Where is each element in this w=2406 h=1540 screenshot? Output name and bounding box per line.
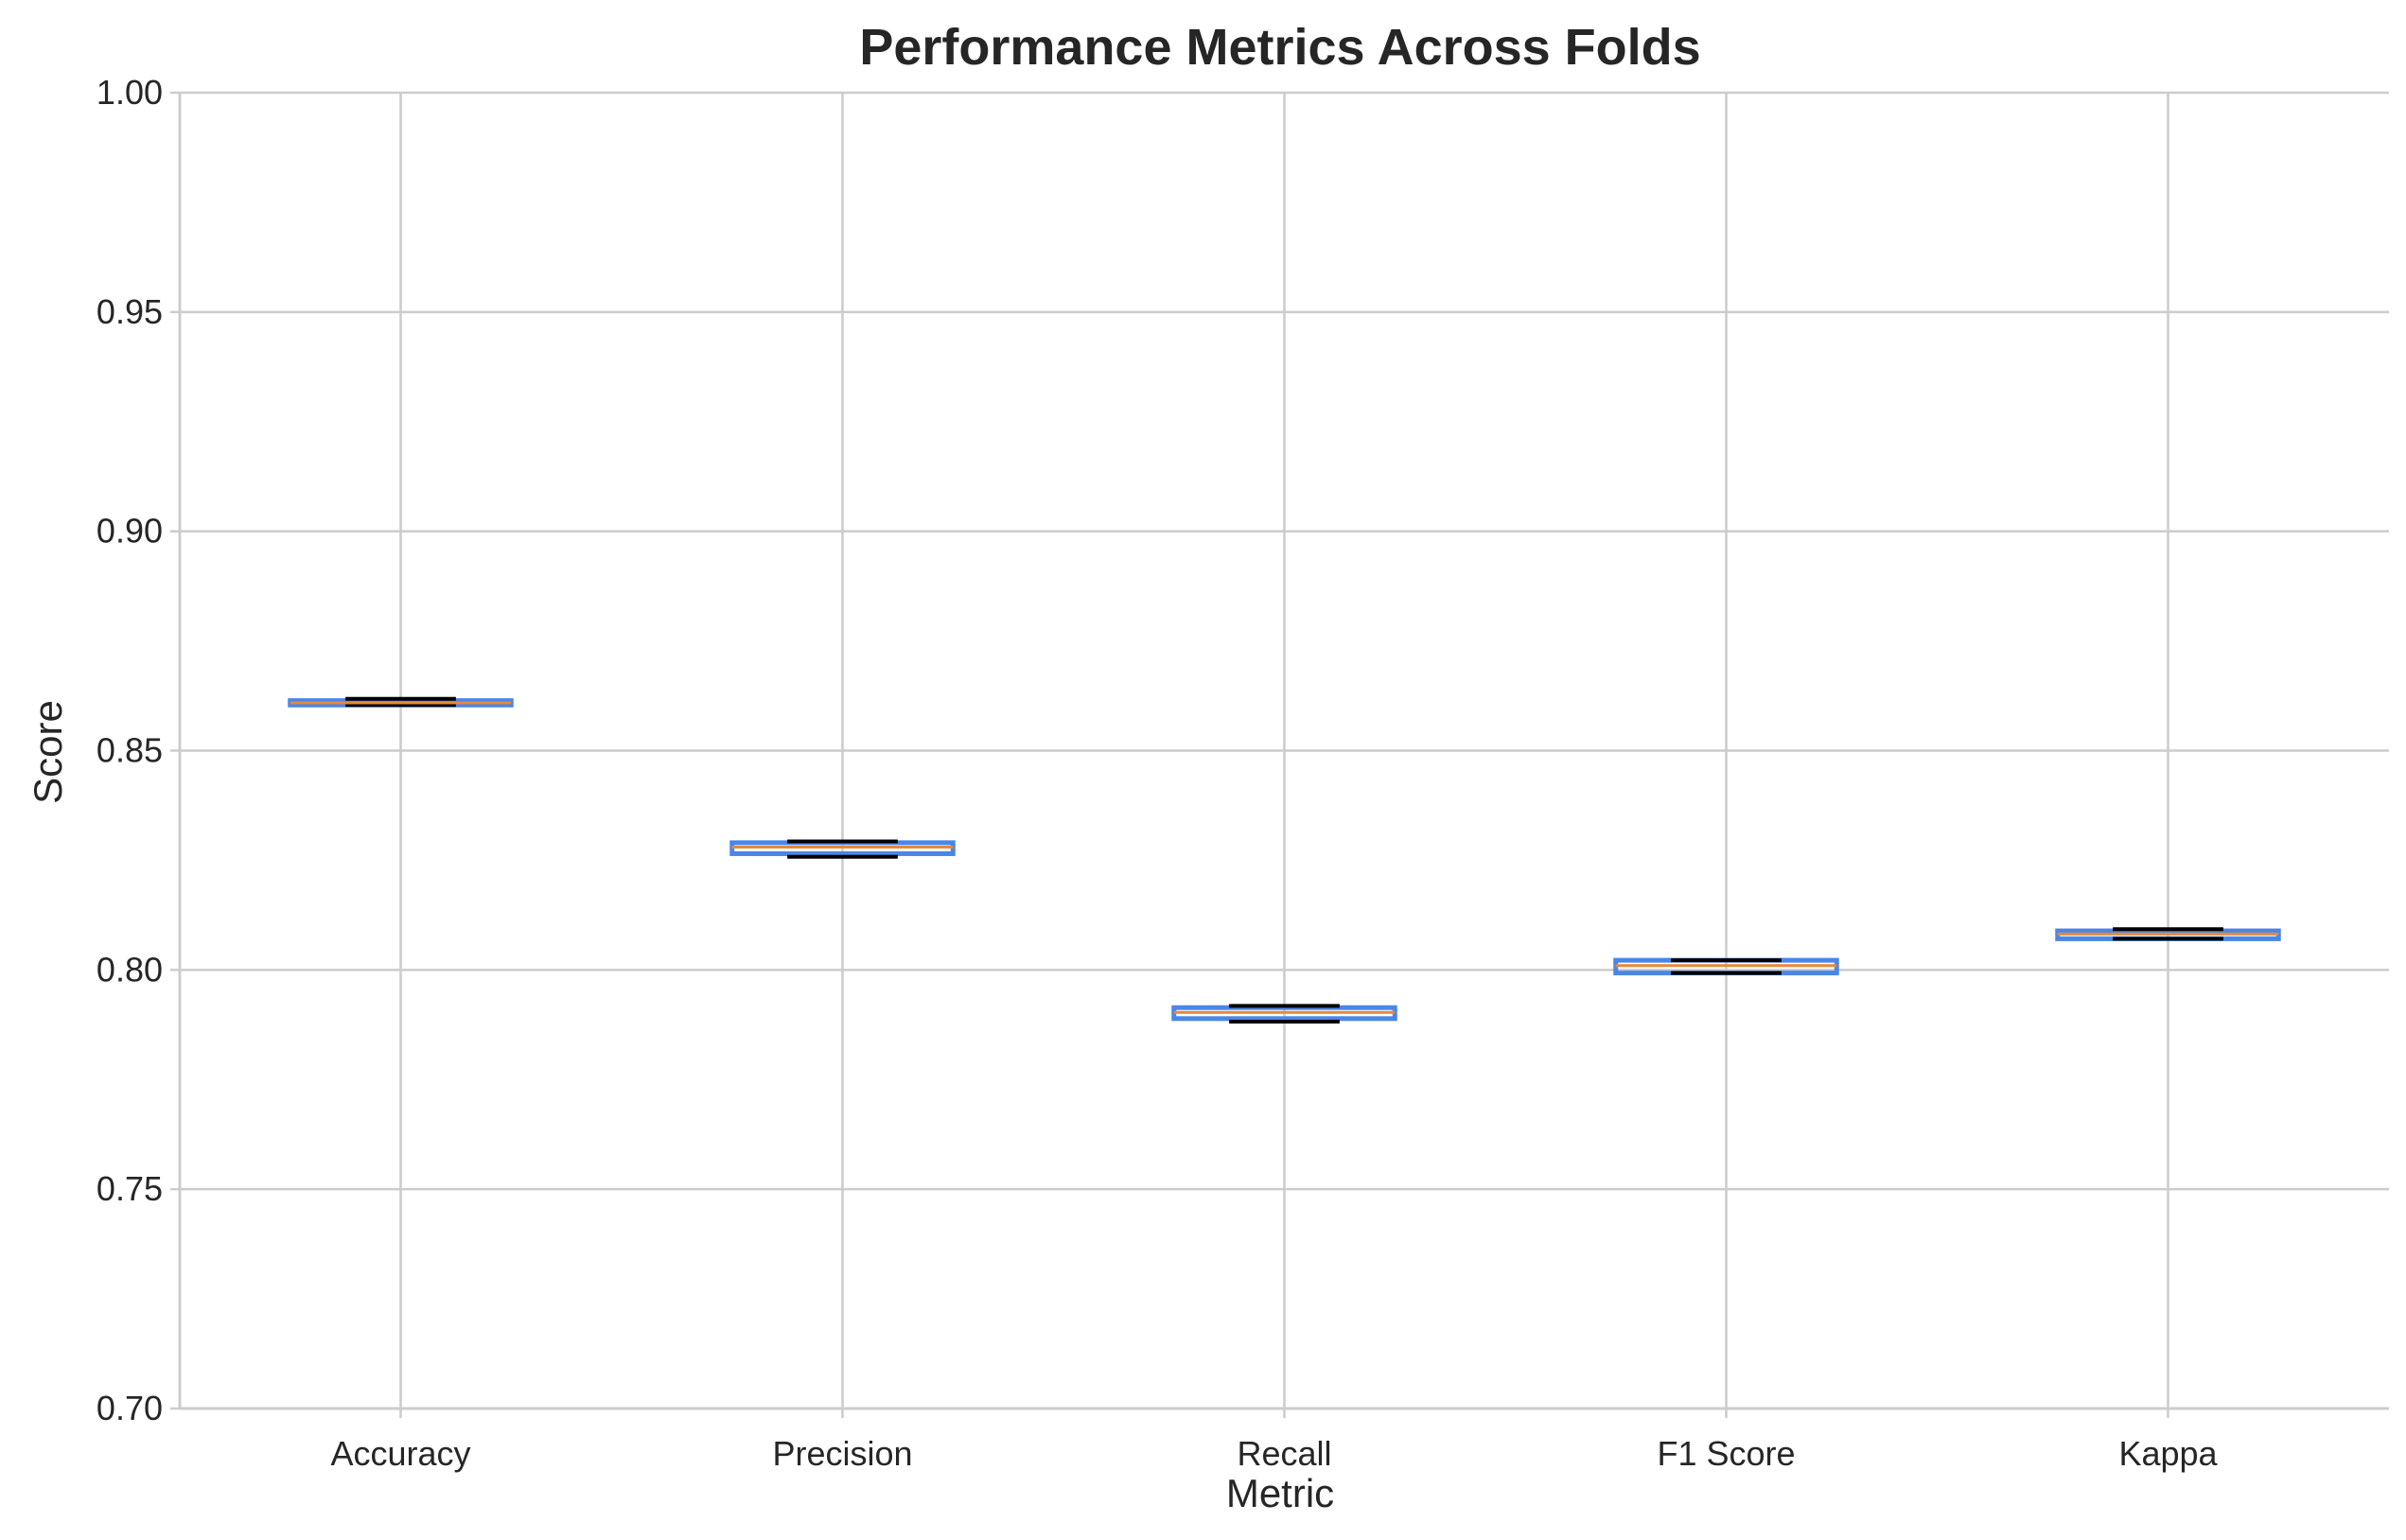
y-tick-label: 0.70 <box>97 1389 163 1427</box>
boxes-layer <box>288 696 2281 1024</box>
x-tick-label: Accuracy <box>330 1434 470 1473</box>
axes-layer <box>178 93 2389 1410</box>
y-tick-label: 0.75 <box>97 1169 163 1208</box>
ticks-layer: 0.70 0.75 0.80 0.85 0.90 0.95 1.00 Accuracy Prec… <box>97 73 2219 1473</box>
box-precision <box>729 839 956 859</box>
box-kappa <box>2055 927 2281 941</box>
grid-layer <box>170 91 2389 1418</box>
box-recall <box>1171 1004 1397 1024</box>
box-f1-score <box>1613 957 1839 976</box>
y-tick-label: 0.85 <box>97 731 163 770</box>
y-tick-label: 1.00 <box>97 73 163 112</box>
x-tick-label: F1 Score <box>1657 1434 1795 1473</box>
x-tick-label: Kappa <box>2118 1434 2218 1473</box>
x-tick-label: Precision <box>772 1434 912 1473</box>
x-tick-label: Recall <box>1237 1434 1331 1473</box>
y-tick-label: 0.90 <box>97 512 163 551</box>
box-accuracy <box>288 696 514 708</box>
x-axis-label: Metric <box>1226 1471 1334 1515</box>
y-tick-label: 0.95 <box>97 292 163 331</box>
y-axis-label: Score <box>26 700 70 804</box>
y-tick-label: 0.80 <box>97 950 163 989</box>
chart-title: Performance Metrics Across Folds <box>859 19 1700 76</box>
